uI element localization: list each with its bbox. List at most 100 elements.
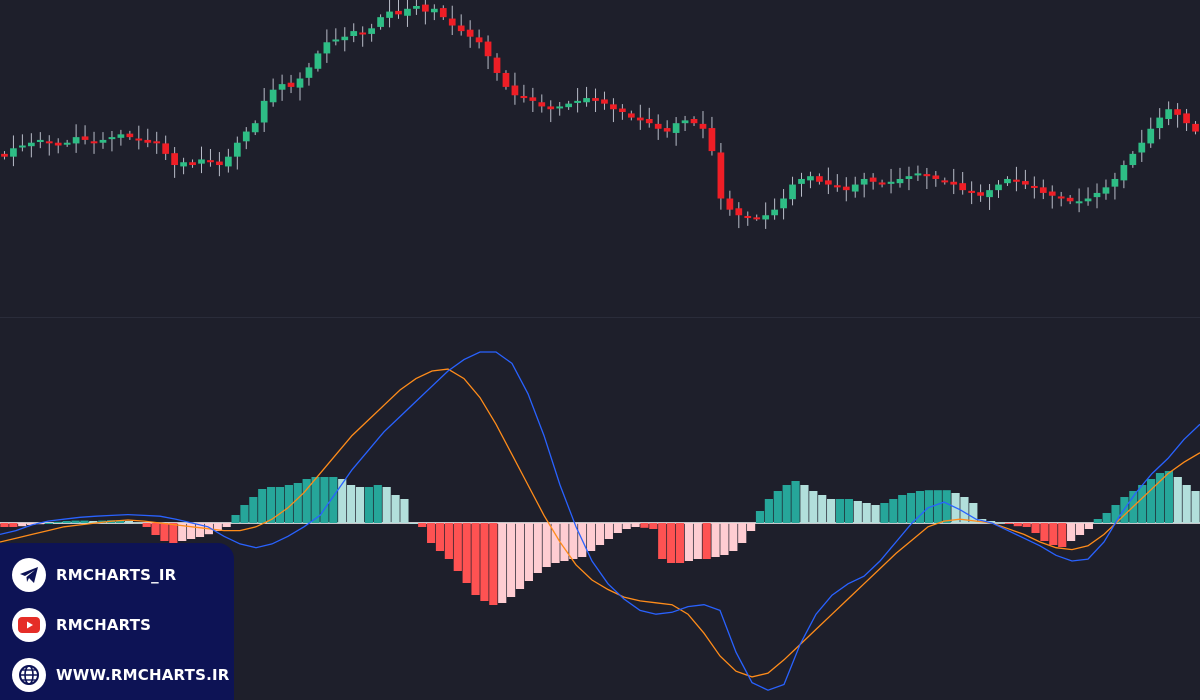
histogram-bar-positive: [124, 521, 133, 523]
youtube-link[interactable]: RMCHARTS: [12, 607, 151, 643]
histogram-bar-positive: [373, 485, 382, 523]
candle-down: [1066, 197, 1074, 202]
candle-down: [207, 160, 214, 163]
candle-down: [45, 141, 53, 144]
candle-up: [896, 178, 904, 184]
candle-up: [1165, 109, 1173, 119]
candle-down: [923, 174, 931, 177]
histogram-bar-negative: [711, 523, 720, 557]
candle-up: [1084, 198, 1092, 202]
histogram-bar-positive: [400, 499, 409, 523]
histogram-bar-negative: [667, 523, 676, 563]
candle-up: [72, 137, 80, 144]
histogram-bar-negative: [747, 523, 756, 531]
histogram-bar-negative: [515, 523, 525, 589]
candle-up: [798, 178, 805, 184]
histogram-bar-positive: [1191, 491, 1200, 523]
histogram-bar-positive: [62, 521, 71, 523]
histogram-bar-positive: [907, 493, 916, 523]
candle-down: [816, 176, 823, 182]
histogram-bar-positive: [764, 499, 773, 523]
histogram-bar-positive: [987, 521, 996, 523]
website-label: WWW.RMCHARTS.IR: [56, 666, 230, 684]
candle-down: [735, 208, 743, 216]
histogram-bar-positive: [818, 495, 827, 523]
candle-down: [422, 4, 429, 12]
candle-up: [198, 159, 205, 164]
candle-up: [1156, 117, 1164, 129]
histogram-bar-positive: [338, 479, 347, 523]
candle-down: [950, 181, 958, 185]
candle-up: [251, 123, 259, 133]
histogram-bar-positive: [800, 485, 809, 523]
histogram-bar-negative: [622, 523, 631, 529]
candle-up: [1129, 153, 1137, 166]
candle-up: [368, 28, 375, 34]
candle-down: [457, 25, 465, 32]
youtube-icon: [12, 608, 46, 642]
candle-up: [341, 36, 349, 41]
candle-up: [305, 67, 313, 78]
histogram-bar-negative: [524, 523, 533, 581]
candle-up: [771, 209, 778, 216]
candle-down: [395, 10, 402, 15]
candle-up: [225, 156, 232, 167]
social-links-panel: RMCHARTS_IR RMCHARTS WWW.RMCHARTS.IR: [0, 543, 234, 700]
candle-down: [968, 190, 975, 193]
candle-down: [135, 138, 143, 141]
candle-up: [583, 98, 590, 103]
histogram-bar-positive: [791, 481, 800, 523]
candle-down: [825, 180, 832, 185]
candle-down: [1022, 181, 1029, 185]
histogram-bar-negative: [222, 523, 231, 527]
histogram-bar-negative: [1004, 523, 1013, 524]
histogram-bar-negative: [498, 523, 507, 603]
candle-up: [914, 173, 922, 176]
histogram-bar-positive: [924, 490, 933, 523]
histogram-bar-negative: [1067, 523, 1076, 541]
candle-down: [466, 29, 474, 37]
histogram-bar-positive: [853, 501, 862, 523]
candle-down: [189, 162, 196, 166]
candle-up: [1147, 128, 1155, 144]
candle-up: [386, 11, 393, 18]
histogram-bar-negative: [533, 523, 542, 573]
candle-down: [869, 177, 877, 182]
website-link[interactable]: WWW.RMCHARTS.IR: [12, 657, 230, 693]
histogram-bar-positive: [231, 515, 240, 523]
candle-down: [726, 198, 734, 210]
histogram-bar-positive: [915, 491, 925, 523]
histogram-bar-negative: [142, 523, 151, 527]
telegram-link[interactable]: RMCHARTS_IR: [12, 557, 176, 593]
candle-down: [636, 117, 644, 121]
histogram-bar-negative: [1022, 523, 1031, 527]
candle-down: [592, 98, 599, 101]
histogram-bar-negative: [195, 523, 205, 537]
candle-up: [413, 6, 420, 9]
candle-up: [780, 198, 787, 209]
candle-up: [672, 123, 680, 133]
histogram-bar-positive: [1138, 485, 1147, 523]
histogram-bar-positive: [889, 499, 898, 523]
histogram-bar-positive: [844, 499, 853, 523]
candle-down: [153, 141, 161, 144]
candle-up: [242, 131, 250, 142]
candle-up: [1004, 178, 1011, 184]
candle-up: [1138, 142, 1146, 153]
histogram-bar-negative: [702, 523, 711, 559]
histogram-bar-negative: [1031, 523, 1040, 533]
candle-down: [126, 133, 134, 138]
histogram-bar-negative: [453, 523, 462, 571]
candle-down: [448, 18, 456, 26]
histogram-bar-negative: [542, 523, 551, 567]
candle-down: [610, 104, 617, 110]
candle-up: [108, 137, 116, 140]
histogram-bar-positive: [382, 487, 391, 523]
candle-up: [27, 142, 35, 147]
histogram-bar-negative: [729, 523, 738, 551]
histogram-bar-positive: [249, 497, 258, 523]
candle-down: [529, 97, 537, 101]
histogram-bar-positive: [827, 499, 836, 523]
histogram-bar-negative: [720, 523, 729, 555]
candle-down: [627, 113, 635, 118]
